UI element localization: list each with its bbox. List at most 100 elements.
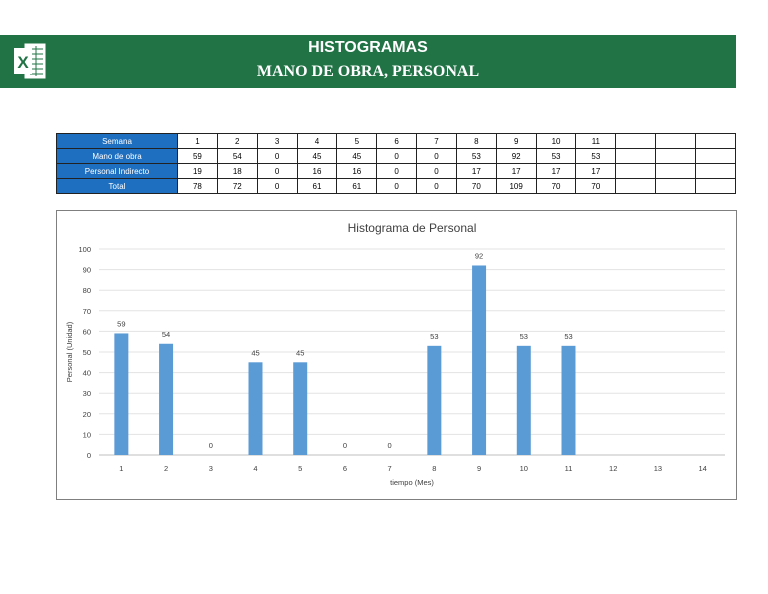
data-label: 45 <box>296 348 304 357</box>
data-label: 53 <box>520 332 528 341</box>
header-banner: X HISTOGRAMAS MANO DE OBRA, PERSONAL <box>0 35 736 88</box>
y-tick-label: 90 <box>83 266 91 275</box>
data-label: 53 <box>564 332 572 341</box>
data-label: 54 <box>162 330 170 339</box>
row-header: Mano de obra <box>56 148 178 164</box>
table-cell <box>615 148 657 164</box>
x-tick-label: 12 <box>609 464 617 473</box>
table-row: Mano de obra 59 54 0 45 45 0 0 53 92 53 53 <box>56 148 737 164</box>
table-row: Semana 1 2 3 4 5 6 7 8 9 10 11 <box>56 133 737 149</box>
table-cell: 11 <box>575 133 617 149</box>
data-label: 0 <box>209 441 213 450</box>
table-row: Personal Indirecto 19 18 0 16 16 0 0 17 17 17 17 <box>56 163 737 179</box>
x-tick-label: 4 <box>253 464 257 473</box>
bar <box>516 345 531 455</box>
y-tick-label: 80 <box>83 286 91 295</box>
table-cell: 19 <box>177 163 218 179</box>
table-cell: 109 <box>495 178 537 194</box>
x-tick-label: 5 <box>298 464 302 473</box>
y-tick-label: 40 <box>83 369 91 378</box>
table-cell: 53 <box>455 148 497 164</box>
bar <box>561 345 576 455</box>
x-tick-label: 9 <box>477 464 481 473</box>
table-cell <box>694 133 737 149</box>
table-cell: 17 <box>535 163 577 179</box>
table-cell: 1 <box>177 133 218 149</box>
table-cell: 16 <box>336 163 378 179</box>
bar <box>427 345 442 455</box>
table-cell: 9 <box>495 133 537 149</box>
table-cell: 0 <box>256 178 298 194</box>
table-cell: 5 <box>336 133 378 149</box>
table-cell: 3 <box>256 133 298 149</box>
y-tick-label: 70 <box>83 307 91 316</box>
x-tick-label: 8 <box>432 464 436 473</box>
table-cell: 0 <box>416 163 457 179</box>
chart-svg: Histograma de Personal010203040506070809… <box>65 221 725 487</box>
chart-title: Histograma de Personal <box>348 221 477 235</box>
table-cell: 4 <box>296 133 338 149</box>
data-label: 0 <box>343 441 347 450</box>
x-tick-label: 10 <box>520 464 528 473</box>
table-cell: 53 <box>535 148 577 164</box>
table-cell <box>694 163 737 179</box>
x-tick-label: 11 <box>565 464 573 473</box>
excel-logo-icon: X <box>14 42 47 80</box>
y-tick-label: 50 <box>83 348 91 357</box>
table-cell: 7 <box>416 133 457 149</box>
table-cell: 0 <box>256 148 298 164</box>
y-tick-label: 30 <box>83 389 91 398</box>
banner-subtitle: MANO DE OBRA, PERSONAL <box>256 63 480 80</box>
table-cell: 10 <box>535 133 577 149</box>
table-cell: 61 <box>336 178 378 194</box>
table-cell: 17 <box>575 163 617 179</box>
row-header: Personal Indirecto <box>56 163 178 179</box>
y-tick-label: 10 <box>83 430 91 439</box>
table-cell: 61 <box>296 178 338 194</box>
table-cell: 78 <box>177 178 218 194</box>
bar <box>159 343 174 455</box>
table-cell: 70 <box>575 178 617 194</box>
table-cell <box>615 178 657 194</box>
x-axis-label: tiempo (Mes) <box>390 478 434 487</box>
table-cell: 54 <box>216 148 258 164</box>
y-tick-label: 60 <box>83 327 91 336</box>
table-cell: 0 <box>376 178 418 194</box>
table-row: Total 78 72 0 61 61 0 0 70 109 70 70 <box>56 178 737 194</box>
table-cell <box>615 133 657 149</box>
row-header: Total <box>56 178 178 194</box>
table-cell <box>694 178 737 194</box>
table-cell <box>615 163 657 179</box>
y-tick-label: 100 <box>78 245 91 254</box>
table-cell <box>694 148 737 164</box>
table-cell: 0 <box>416 148 457 164</box>
svg-text:X: X <box>17 53 29 72</box>
x-tick-label: 13 <box>654 464 662 473</box>
data-label: 59 <box>117 319 125 328</box>
table-cell: 53 <box>575 148 617 164</box>
data-table: Semana 1 2 3 4 5 6 7 8 9 10 11 Mano de obra 59 54 0 45 45… <box>56 133 737 194</box>
table-cell: 70 <box>535 178 577 194</box>
table-cell: 17 <box>455 163 497 179</box>
table-cell: 45 <box>296 148 338 164</box>
x-tick-label: 2 <box>164 464 168 473</box>
histogram-chart: Histograma de Personal 0 10 20 30 40 50 60 70 80 9… <box>56 210 737 500</box>
banner-title: HISTOGRAMAS <box>308 39 428 56</box>
x-tick-label: 6 <box>343 464 347 473</box>
y-axis-label: Personal (Unidad) <box>65 321 74 382</box>
x-tick-label: 1 <box>119 464 123 473</box>
bar <box>114 333 129 455</box>
data-label: 92 <box>475 251 483 260</box>
table-cell <box>655 163 696 179</box>
table-cell: 72 <box>216 178 258 194</box>
row-header: Semana <box>56 133 178 149</box>
table-cell: 70 <box>455 178 497 194</box>
data-label: 53 <box>430 332 438 341</box>
x-tick-label: 3 <box>209 464 213 473</box>
bar <box>472 265 487 455</box>
table-cell: 2 <box>216 133 258 149</box>
table-cell: 0 <box>376 148 418 164</box>
table-cell: 0 <box>416 178 457 194</box>
table-cell: 16 <box>296 163 338 179</box>
table-cell: 59 <box>177 148 218 164</box>
